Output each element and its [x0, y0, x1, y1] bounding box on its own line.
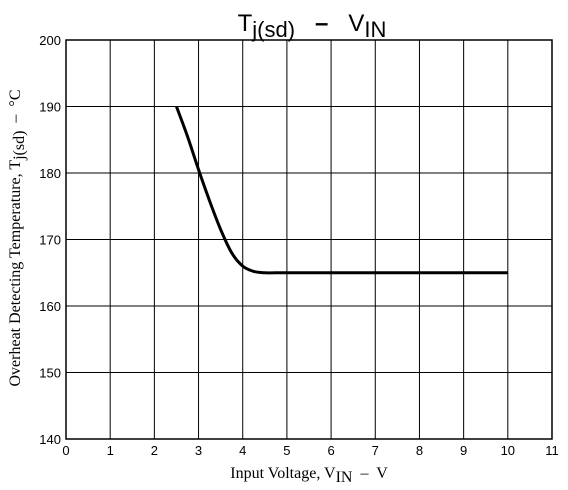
y-axis-label: Overheat Detecting Temperature, Tj(sd) –…: [7, 89, 28, 386]
chart-title: Tj(sd) – VIN: [238, 10, 387, 42]
x-tick-label: 9: [460, 443, 467, 458]
x-tick-label: 4: [239, 443, 246, 458]
title-main: T: [238, 10, 253, 37]
x-tick-label: 7: [372, 443, 379, 458]
y-tick-label: 140: [39, 432, 61, 447]
title-dash: –: [315, 10, 328, 37]
series-line: [175, 105, 508, 275]
x-tick-label: 8: [416, 443, 423, 458]
title-rhs-subscript: IN: [364, 17, 386, 42]
x-tick-label: 6: [327, 443, 334, 458]
y-tick-label: 200: [39, 33, 61, 48]
x-tick-label: 2: [151, 443, 158, 458]
x-tick-label: 1: [107, 443, 114, 458]
y-tick-label: 180: [39, 166, 61, 181]
y-axis-label-unit: – °C: [7, 89, 24, 130]
grid: [66, 40, 552, 439]
y-tick-label: 170: [39, 233, 61, 248]
title-main-subscript: j(sd): [251, 17, 295, 42]
x-axis-label-main: Input Voltage, V: [230, 465, 336, 482]
x-tick-labels: 0 1 2 3 4 5 6 7 8 9 10 11: [62, 443, 558, 458]
x-tick-label: 11: [545, 443, 559, 458]
y-axis-label-main: Overheat Detecting Temperature, T: [7, 160, 24, 387]
y-tick-label: 160: [39, 299, 61, 314]
x-tick-label: 3: [195, 443, 202, 458]
series-group: [175, 105, 508, 275]
x-axis-label-unit: – V: [352, 465, 388, 482]
x-tick-label: 10: [501, 443, 515, 458]
x-tick-label: 0: [62, 443, 69, 458]
y-tick-label: 150: [39, 366, 61, 381]
x-axis-label: Input Voltage, VIN – V: [230, 465, 388, 486]
y-tick-label: 190: [39, 100, 61, 115]
plot-frame: [65, 39, 553, 440]
y-tick-labels: 140 150 160 170 180 190 200: [39, 33, 61, 447]
x-axis-label-subscript: IN: [336, 469, 353, 486]
title-rhs: V: [348, 10, 364, 37]
y-axis-label-subscript: j(sd): [11, 131, 28, 161]
x-tick-label: 5: [283, 443, 290, 458]
